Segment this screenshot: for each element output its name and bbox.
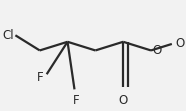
Text: O: O (118, 94, 128, 107)
Text: F: F (73, 94, 80, 107)
Text: F: F (37, 71, 43, 84)
Text: O: O (153, 45, 162, 57)
Text: Cl: Cl (2, 29, 14, 42)
Text: O: O (175, 37, 185, 51)
